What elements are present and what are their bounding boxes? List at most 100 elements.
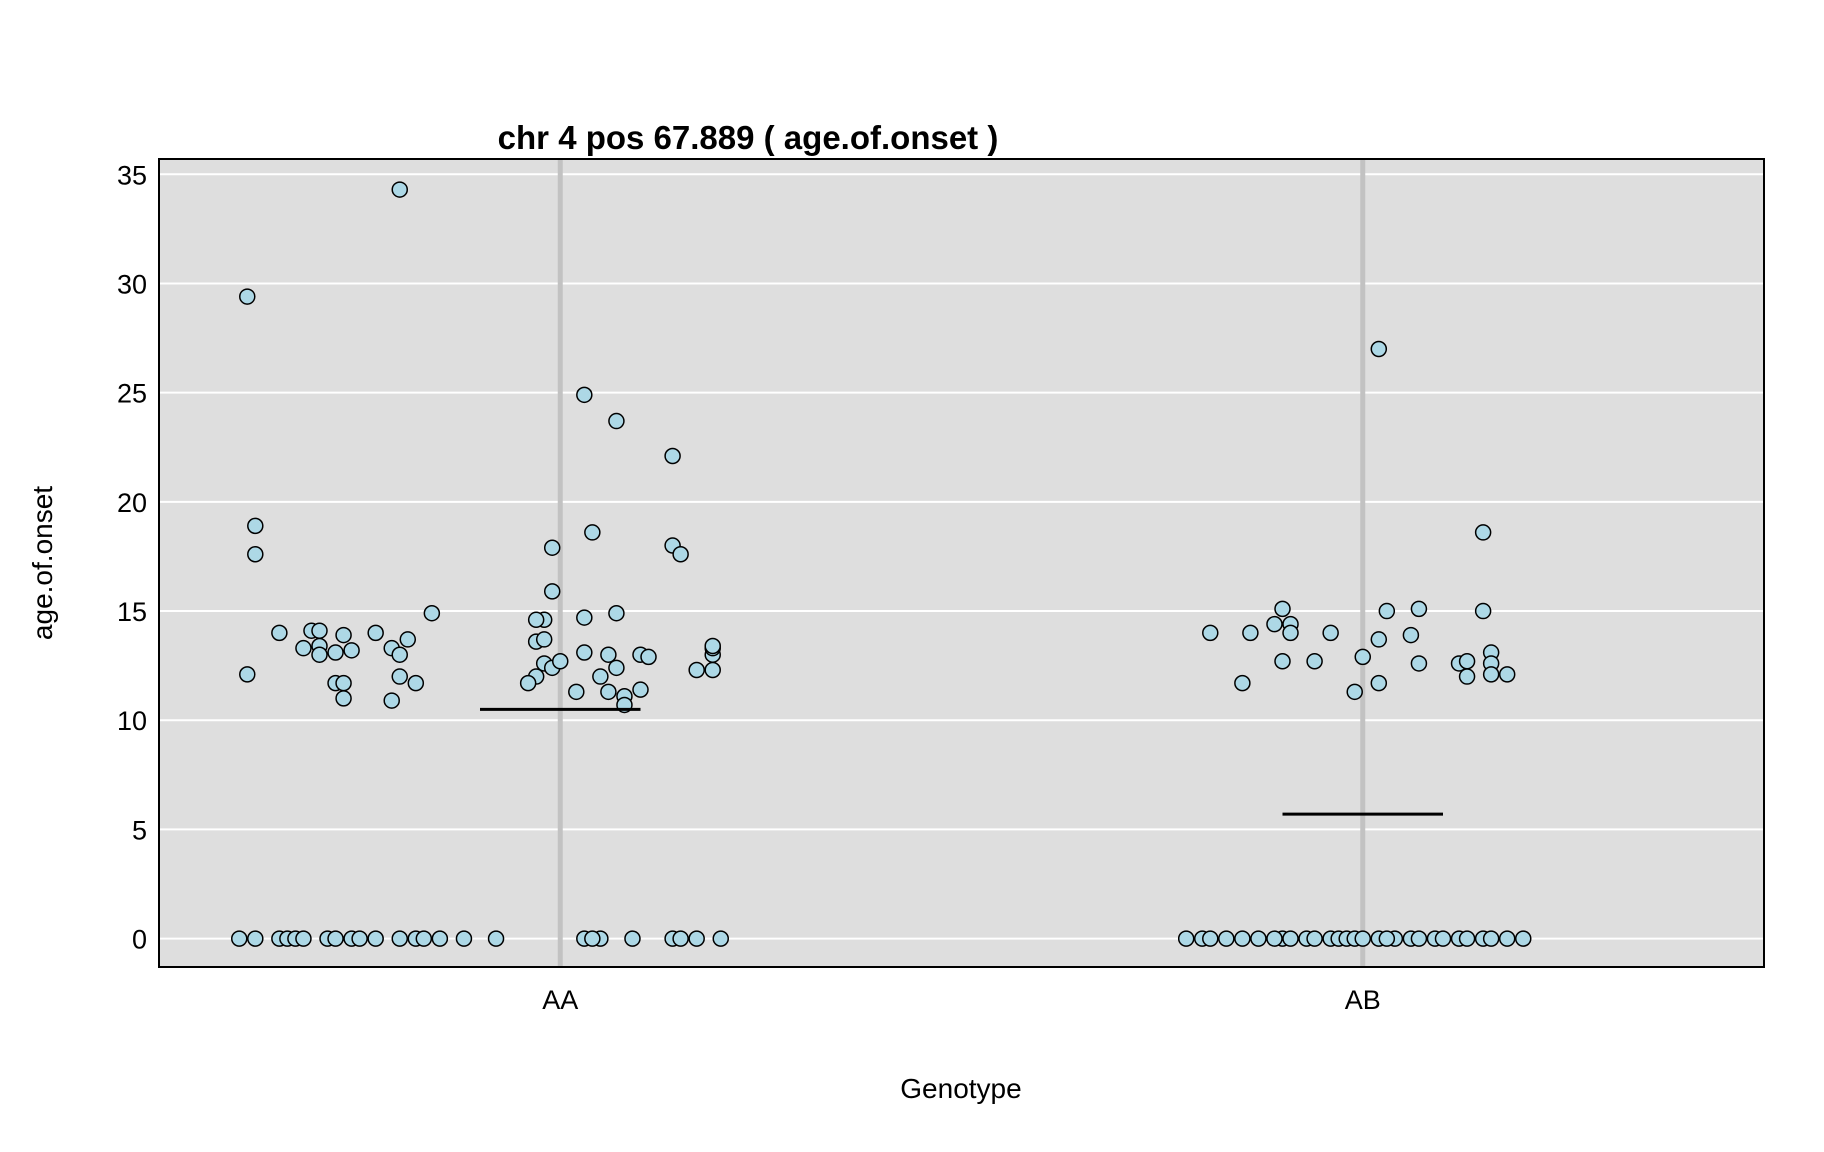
data-point xyxy=(367,624,384,642)
data-point xyxy=(247,546,264,563)
data-point xyxy=(1218,930,1235,947)
data-point xyxy=(247,930,264,947)
data-point xyxy=(231,930,248,947)
data-point xyxy=(1410,930,1428,947)
data-point xyxy=(672,930,689,947)
data-point xyxy=(600,646,617,663)
data-point xyxy=(391,668,408,685)
data-point xyxy=(247,517,264,535)
data-point xyxy=(1370,340,1388,358)
data-point xyxy=(335,626,352,644)
data-point xyxy=(1458,653,1476,670)
data-point xyxy=(1274,600,1291,618)
data-point xyxy=(1378,602,1396,620)
data-point xyxy=(576,644,593,661)
data-point xyxy=(1410,655,1428,672)
data-point xyxy=(608,604,625,622)
data-point xyxy=(311,646,328,663)
data-point xyxy=(608,412,625,430)
mean-lines xyxy=(480,707,1443,816)
y-tick-label: 30 xyxy=(117,269,147,299)
data-point xyxy=(640,648,657,666)
data-point xyxy=(391,181,408,198)
data-point xyxy=(704,661,721,679)
data-point xyxy=(335,690,352,707)
data-point xyxy=(1474,524,1492,541)
data-point xyxy=(688,930,705,947)
data-point xyxy=(399,631,417,648)
data-point xyxy=(415,930,433,947)
data-point xyxy=(455,930,473,947)
data-point xyxy=(1498,666,1516,683)
data-point xyxy=(1370,631,1388,648)
data-point xyxy=(704,637,721,655)
data-point xyxy=(576,609,593,626)
data-point xyxy=(1346,683,1363,701)
data-point xyxy=(608,659,625,677)
data-point xyxy=(592,668,609,685)
data-point xyxy=(423,604,441,622)
x-tick-labels: AA AB xyxy=(542,985,1381,1015)
data-point xyxy=(407,674,425,692)
data-point xyxy=(1306,653,1323,670)
y-tick-label: 35 xyxy=(117,160,147,190)
data-point xyxy=(600,683,617,701)
data-point xyxy=(1282,624,1299,642)
data-point xyxy=(295,930,312,947)
data-point xyxy=(1177,930,1195,947)
data-point xyxy=(327,644,344,661)
y-tick-label: 20 xyxy=(117,488,147,518)
data-point xyxy=(327,930,344,947)
chart-title: chr 4 pos 67.889 ( age.of.onset ) xyxy=(498,119,999,156)
data-point xyxy=(584,524,601,541)
data-point xyxy=(1370,674,1388,692)
data-point xyxy=(1410,600,1428,618)
plot-border xyxy=(158,158,1765,968)
x-tick-label: AA xyxy=(542,985,578,1015)
data-point xyxy=(1266,615,1283,633)
data-point xyxy=(1402,626,1420,644)
data-point xyxy=(343,642,360,659)
data-point xyxy=(1498,930,1516,947)
data-point xyxy=(311,622,328,639)
data-point xyxy=(672,546,689,563)
data-point xyxy=(1202,624,1219,642)
data-point xyxy=(431,930,449,947)
data-point xyxy=(712,930,729,947)
y-tick-labels: 0 5 10 15 20 25 30 35 xyxy=(117,160,147,954)
data-point xyxy=(1274,653,1291,670)
data-point xyxy=(1474,602,1492,620)
data-point xyxy=(383,692,400,709)
y-axis-label: age.of.onset xyxy=(27,486,58,640)
data-point xyxy=(632,681,649,698)
y-tick-label: 25 xyxy=(117,379,147,409)
data-point xyxy=(239,288,256,305)
data-point xyxy=(1458,930,1476,947)
data-point xyxy=(271,624,288,642)
plot-panel xyxy=(159,159,1764,967)
data-point xyxy=(1354,930,1371,947)
data-point xyxy=(1234,930,1251,947)
data-point xyxy=(1482,666,1500,683)
y-tick-label: 15 xyxy=(117,597,147,627)
data-point xyxy=(1378,930,1396,947)
data-points xyxy=(231,181,1532,947)
data-point xyxy=(1458,668,1476,685)
data-point xyxy=(1242,624,1259,642)
data-point xyxy=(584,930,601,947)
y-tick-label: 10 xyxy=(117,706,147,736)
data-point xyxy=(1306,930,1323,947)
data-point xyxy=(688,661,705,679)
data-point xyxy=(1250,930,1267,947)
data-point xyxy=(576,386,593,404)
x-tick-label: AB xyxy=(1345,985,1381,1015)
data-point xyxy=(535,631,553,648)
category-lines xyxy=(557,159,1366,967)
data-point xyxy=(1282,930,1299,947)
data-point xyxy=(1266,930,1283,947)
data-point xyxy=(568,683,585,701)
data-point xyxy=(664,447,681,465)
data-point xyxy=(391,930,408,947)
data-point xyxy=(367,930,384,947)
